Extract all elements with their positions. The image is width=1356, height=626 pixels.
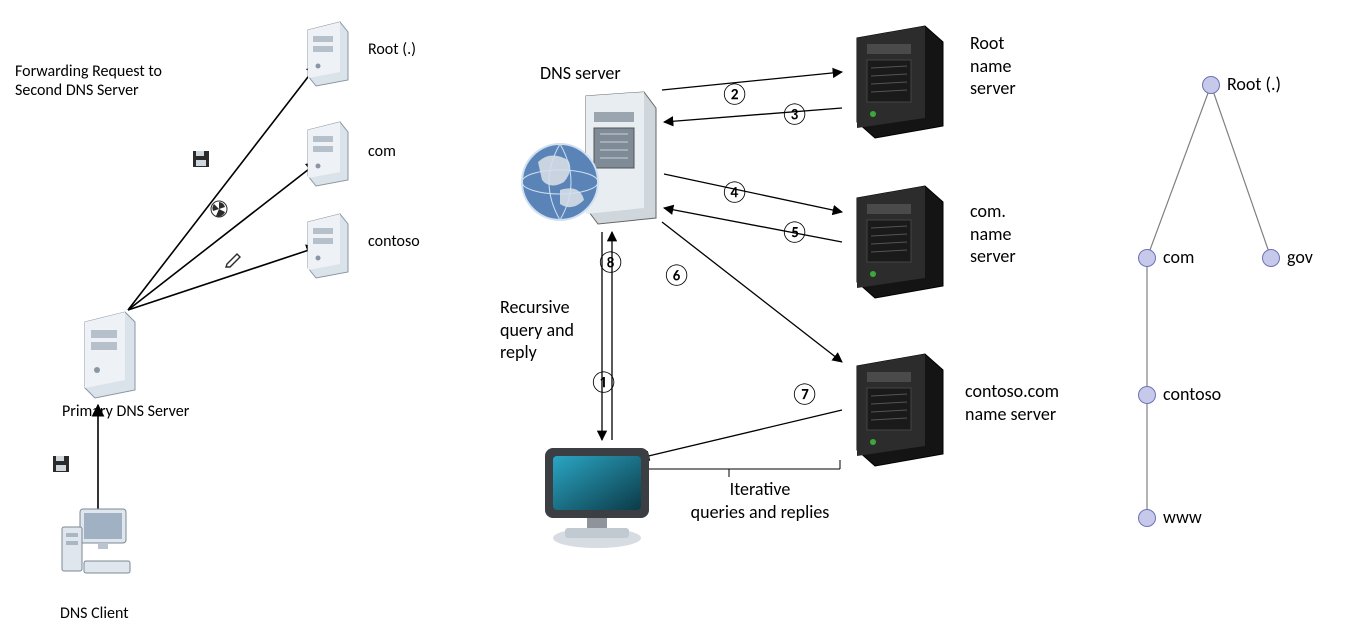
dns-server-title: DNS server (540, 62, 621, 85)
step-number: ② (720, 80, 749, 107)
black-server-icon (845, 182, 955, 307)
grey-server-label: contoso (368, 232, 420, 251)
tree-node-label: com (1163, 246, 1194, 269)
floppy-icon (52, 455, 70, 478)
black-server-icon (845, 22, 955, 147)
step-number: ⑤ (780, 218, 809, 245)
iterative-queries-label: Iterative queries and replies (670, 478, 850, 523)
tree-node-label: www (1163, 506, 1202, 529)
tree-node (1262, 249, 1280, 267)
client-monitor-icon (535, 440, 665, 565)
panelA-title: Forwarding Request to Second DNS Server (15, 62, 185, 100)
grey-server-icon (300, 120, 356, 195)
step-number: ④ (720, 178, 749, 205)
grey-server-icon (300, 212, 356, 287)
black-server-label: com. name server (970, 200, 1016, 268)
tree-node (1138, 386, 1156, 404)
fan-icon (210, 200, 228, 223)
floppy-icon (192, 150, 210, 173)
tree-node (1138, 249, 1156, 267)
dns-client-label: DNS Client (60, 604, 129, 623)
primary-dns-server-icon (75, 310, 145, 405)
tree-node (1138, 509, 1156, 527)
step-number: ① (589, 368, 618, 395)
grey-server-label: com (368, 142, 396, 161)
tree-node (1202, 76, 1220, 94)
tree-node-label: contoso (1163, 383, 1221, 406)
grey-server-label: Root (.) (368, 40, 416, 59)
black-server-icon (845, 350, 955, 475)
recursive-query-label: Recursive query and reply (500, 296, 574, 364)
black-server-label: contoso.com name server (965, 380, 1059, 425)
step-number: ⑥ (662, 261, 691, 288)
step-number: ⑦ (790, 380, 819, 407)
step-number: ③ (780, 100, 809, 127)
diagram-lines-layer (0, 0, 1356, 626)
tree-node-label: Root (.) (1227, 73, 1281, 96)
pen-icon (225, 250, 243, 273)
step-number: ⑧ (596, 248, 625, 275)
tree-node-label: gov (1287, 246, 1313, 269)
primary-dns-server-label: Primary DNS Server (62, 402, 189, 421)
dns-client-icon (58, 505, 138, 590)
dns-server-with-globe-icon (520, 90, 670, 245)
grey-server-icon (300, 20, 356, 95)
black-server-label: Root name server (970, 32, 1016, 100)
